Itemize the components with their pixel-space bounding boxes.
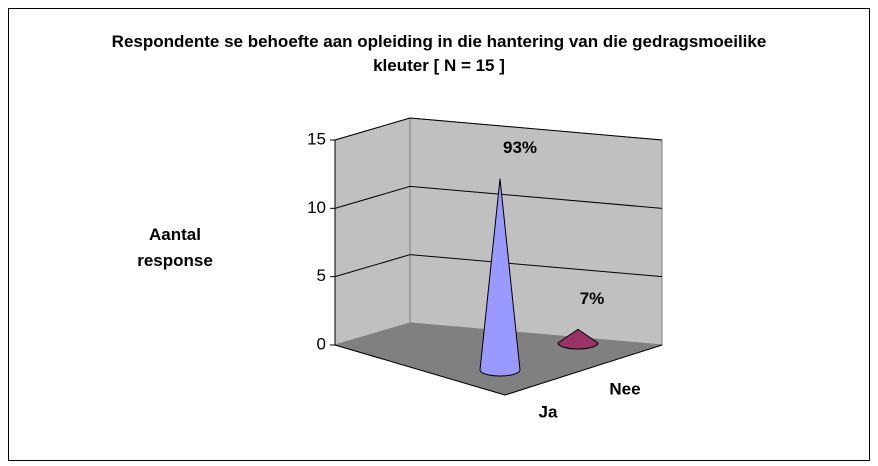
cone [557, 328, 599, 350]
grid-line [334, 117, 663, 141]
grid-line [334, 185, 663, 209]
x-axis-left [334, 344, 506, 396]
x-tick-label: Nee [609, 379, 640, 398]
y-axis-label: Aantal response [137, 225, 213, 270]
grid-line [334, 254, 663, 278]
chart-title: Respondente se behoefte aan opleiding in… [111, 32, 767, 75]
x-axis-right [504, 344, 663, 396]
y-tick-label: 5 [317, 266, 326, 285]
y-tick-label: 10 [307, 198, 326, 217]
value-label: 93% [503, 138, 537, 157]
x-tick-label: Ja [539, 402, 558, 421]
cone [479, 178, 521, 377]
y-tick-label: 15 [307, 129, 326, 148]
value-label: 7% [580, 289, 605, 308]
left-wall [334, 117, 411, 346]
y-tick-label: 0 [317, 334, 326, 353]
